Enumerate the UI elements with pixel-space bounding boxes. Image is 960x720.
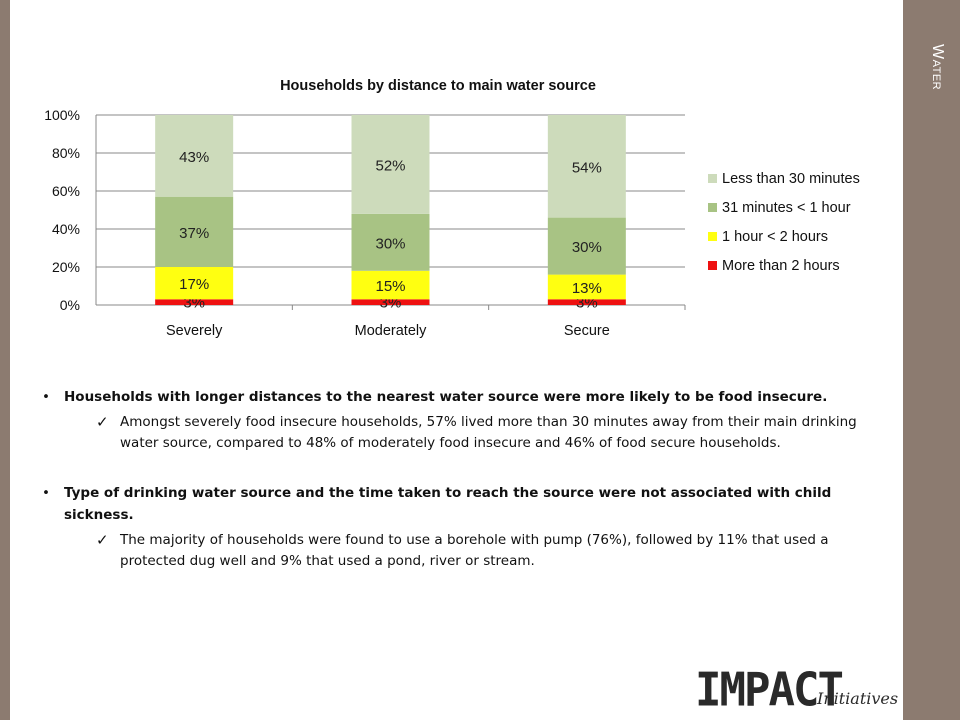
bar-segment bbox=[547, 274, 626, 300]
checkmark-icon: ✓ bbox=[96, 531, 109, 549]
sub-bullet-1-text: Amongst severely food insecure household… bbox=[120, 414, 857, 451]
data-label: 15% bbox=[375, 278, 405, 295]
left-border bbox=[0, 0, 10, 720]
legend-label: 1 hour < 2 hours bbox=[722, 229, 828, 245]
bar-segment bbox=[155, 196, 234, 267]
bar-segment bbox=[351, 299, 430, 305]
legend-swatch bbox=[708, 203, 717, 212]
sub-bullet-1: ✓ Amongst severely food insecure househo… bbox=[96, 412, 880, 454]
x-tick-label: Moderately bbox=[355, 323, 427, 339]
legend-swatch bbox=[708, 174, 717, 183]
impact-logo: IMPACT Initiatives bbox=[695, 663, 900, 718]
section-title: Water bbox=[929, 44, 946, 91]
bar-segment bbox=[547, 299, 626, 305]
logo-main-text: IMPACT bbox=[695, 663, 844, 718]
x-tick-label: Secure bbox=[564, 323, 610, 339]
legend-swatch bbox=[708, 261, 717, 270]
data-label: 30% bbox=[572, 239, 602, 256]
checkmark-icon: ✓ bbox=[96, 413, 109, 431]
data-label: 52% bbox=[375, 157, 405, 174]
data-label: 17% bbox=[179, 276, 209, 293]
stacked-bar-chart: Households by distance to main water sou… bbox=[44, 78, 860, 339]
y-tick-label: 0% bbox=[60, 297, 80, 313]
bar-segment bbox=[547, 115, 626, 218]
sub-bullet-2-text: The majority of households were found to… bbox=[120, 532, 829, 569]
x-tick-label: Severely bbox=[166, 323, 223, 339]
bar-segment bbox=[547, 217, 626, 275]
bar-segment bbox=[155, 115, 234, 197]
bar-segment bbox=[351, 213, 430, 271]
bullet-2: Type of drinking water source and the ti… bbox=[40, 482, 880, 526]
sub-bullet-2: ✓ The majority of households were found … bbox=[96, 530, 880, 572]
right-sidebar bbox=[903, 0, 960, 720]
logo-sub-text: Initiatives bbox=[817, 689, 899, 708]
legend-label: More than 2 hours bbox=[722, 258, 840, 274]
legend-swatch bbox=[708, 232, 717, 241]
bar-segment bbox=[351, 270, 430, 300]
legend-label: 31 minutes < 1 hour bbox=[722, 200, 851, 216]
y-tick-label: 40% bbox=[52, 221, 80, 237]
bar-segment bbox=[155, 299, 234, 305]
bullet-list: Households with longer distances to the … bbox=[40, 386, 880, 572]
y-tick-label: 60% bbox=[52, 183, 80, 199]
bar-segment bbox=[351, 115, 430, 214]
data-label: 54% bbox=[572, 159, 602, 176]
bullet-1: Households with longer distances to the … bbox=[40, 386, 880, 408]
data-label: 30% bbox=[375, 235, 405, 252]
bar-segment bbox=[155, 267, 234, 300]
data-label: 13% bbox=[572, 280, 602, 297]
chart-title: Households by distance to main water sou… bbox=[280, 78, 596, 94]
legend-label: Less than 30 minutes bbox=[722, 171, 860, 187]
data-label: 43% bbox=[179, 149, 209, 166]
y-tick-label: 80% bbox=[52, 145, 80, 161]
data-label: 37% bbox=[179, 225, 209, 242]
y-tick-label: 20% bbox=[52, 259, 80, 275]
y-tick-label: 100% bbox=[44, 107, 80, 123]
